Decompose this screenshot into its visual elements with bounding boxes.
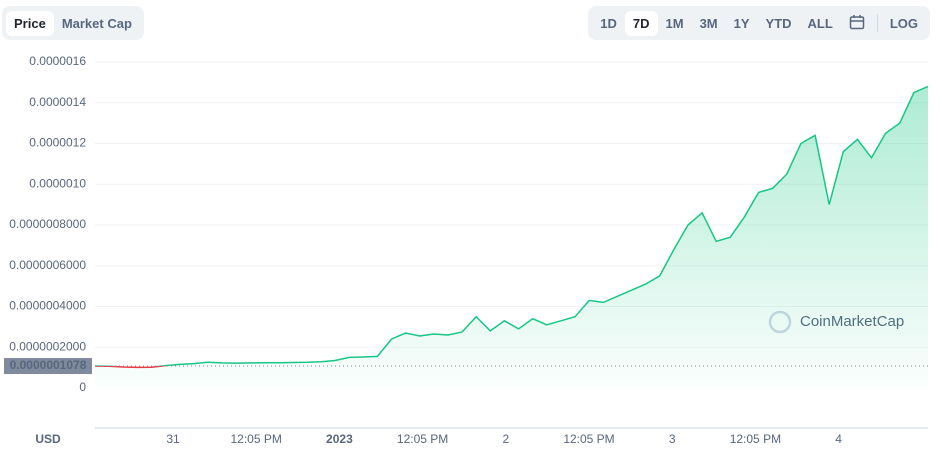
range-tab[interactable]: ALL — [807, 15, 833, 31]
x-tick-label: 2 — [502, 432, 509, 446]
x-tick-label: 12:05 PM — [563, 432, 614, 446]
view-tab[interactable]: Market Cap — [61, 15, 132, 31]
reference-badge — [4, 358, 92, 375]
range-tab[interactable]: 1Y — [733, 15, 750, 31]
range-tab[interactable]: 7D — [624, 10, 658, 36]
range-tabs: 1D 7D 1M 3M 1Y YTD ALL LOG — [588, 6, 930, 40]
price-line-below — [94, 366, 170, 369]
y-tick-label: 0.0000006000 — [9, 258, 86, 272]
range-tab[interactable]: 3M — [699, 15, 718, 31]
watermark-logo — [768, 310, 792, 334]
x-tick-label: 12:05 PM — [730, 432, 781, 446]
range-tab[interactable]: 1M — [665, 15, 684, 31]
price-line — [94, 85, 929, 367]
x-tick-label: 2023 — [326, 432, 353, 446]
y-tick-label: 0.0000010 — [29, 176, 86, 190]
separator — [876, 14, 878, 32]
log-button[interactable]: LOG — [889, 15, 918, 31]
x-tick-label: 12:05 PM — [231, 432, 282, 446]
range-tab[interactable]: 1D — [600, 15, 617, 31]
range-tab[interactable]: YTD — [765, 15, 792, 31]
y-tick-label: 0.0000012 — [29, 136, 86, 150]
view-tabs: Price Market Cap — [2, 6, 144, 40]
watermark: CoinMarketCap — [800, 313, 904, 330]
x-tick-label: 12:05 PM — [397, 432, 448, 446]
y-tick-label: 0.0000016 — [29, 54, 86, 68]
y-tick-label: 0.0000008000 — [9, 217, 86, 231]
y-tick-label: 0 — [79, 380, 86, 394]
price-area — [95, 86, 928, 389]
view-tab[interactable]: Price — [6, 10, 54, 36]
y-tick-label: 0.0000004000 — [9, 299, 86, 313]
y-tick-label: 0.0000014 — [29, 95, 86, 109]
x-tick-label: 3 — [669, 432, 676, 446]
x-tick-label: 4 — [835, 432, 842, 446]
y-tick-label: 0.0000002000 — [9, 339, 86, 353]
x-tick-label: 31 — [166, 432, 180, 446]
reference-label: 0.0000001078 — [10, 358, 87, 372]
calendar-button[interactable] — [841, 9, 873, 38]
currency-label: USD — [35, 432, 61, 446]
